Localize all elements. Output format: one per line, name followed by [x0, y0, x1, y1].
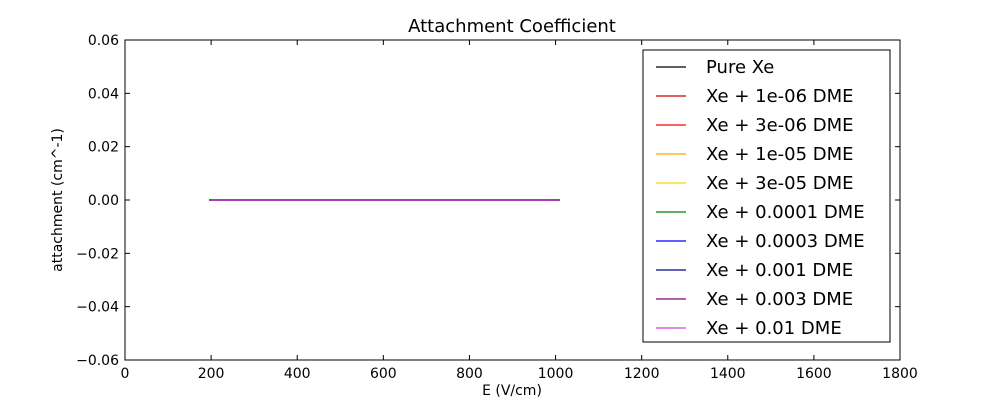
- y-tick-label: 0.04: [88, 86, 119, 102]
- legend-label: Xe + 3e-06 DME: [706, 115, 854, 136]
- x-axis-label: E (V/cm): [482, 383, 542, 399]
- y-tick-label: 0.06: [88, 33, 119, 49]
- x-tick-label: 1000: [538, 366, 574, 382]
- legend-label: Xe + 1e-06 DME: [706, 86, 854, 107]
- x-tick-label: 1400: [710, 366, 746, 382]
- y-tick-label: 0.02: [88, 140, 119, 156]
- x-tick-label: 1600: [796, 366, 832, 382]
- x-tick-label: 400: [284, 366, 311, 382]
- y-tick-label: −0.06: [76, 353, 119, 369]
- legend-label: Xe + 0.01 DME: [706, 318, 842, 339]
- legend-label: Xe + 0.0003 DME: [706, 231, 865, 252]
- x-tick-label: 1200: [624, 366, 660, 382]
- legend-label: Xe + 0.0001 DME: [706, 202, 865, 223]
- legend-label: Pure Xe: [706, 57, 774, 78]
- x-axis: 0 200 400 600 800 1000 1200 1400 1600 1800: [121, 40, 918, 382]
- x-tick-label: 0: [121, 366, 130, 382]
- x-tick-label: 600: [370, 366, 397, 382]
- y-tick-label: 0.00: [88, 193, 119, 209]
- legend-label: Xe + 0.003 DME: [706, 289, 853, 310]
- legend: Pure Xe Xe + 1e-06 DME Xe + 3e-06 DME Xe + …: [642, 49, 891, 343]
- y-tick-label: −0.04: [76, 300, 119, 316]
- legend-label: Xe + 1e-05 DME: [706, 144, 854, 165]
- y-axis: −0.06 −0.04 −0.02 0.00 0.02 0.04 0.06: [76, 33, 900, 369]
- x-tick-label: 800: [456, 366, 483, 382]
- legend-label: Xe + 0.001 DME: [706, 260, 853, 281]
- chart-title: Attachment Coefficient: [408, 16, 616, 37]
- y-tick-label: −0.02: [76, 246, 119, 262]
- legend-box: [642, 49, 891, 343]
- x-tick-label: 1800: [882, 366, 918, 382]
- x-tick-label: 200: [198, 366, 225, 382]
- y-axis-label: attachment (cm^-1): [50, 128, 66, 272]
- legend-label: Xe + 3e-05 DME: [706, 173, 854, 194]
